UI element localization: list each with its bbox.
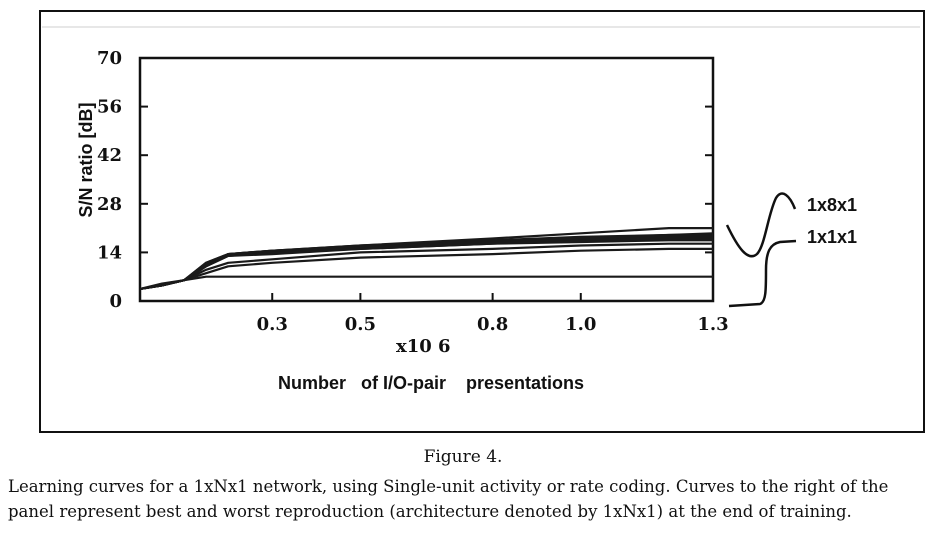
y-tick-label: 28 [97, 194, 122, 215]
figure-caption-title: Figure 4. [423, 447, 503, 467]
legend-label-1x1x1: 1x1x1 [807, 227, 857, 247]
series-line [139, 227, 713, 290]
x-axis-label: Number of I/O-pair presentations [278, 373, 584, 393]
y-tick-label: 70 [97, 48, 122, 69]
legend-step-curve-icon [728, 239, 797, 308]
x-tick-label: 0.3 [257, 314, 288, 335]
x-tick-label: 0.5 [345, 314, 376, 335]
x-axis-ticks: 0.3 0.5 0.8 1.0 1.3 [257, 293, 729, 335]
x-tick-label: 1.3 [697, 314, 728, 335]
y-axis-label: S/N ratio [dB] [76, 103, 96, 218]
y-axis-ticks: 0 14 28 42 56 70 [97, 48, 713, 312]
x-tick-label: 0.8 [477, 314, 508, 335]
x-tick-label: 1.0 [565, 314, 596, 335]
series-lines [139, 227, 714, 290]
figure-frame [39, 10, 925, 433]
y-tick-label: 56 [97, 97, 122, 118]
legend-sine-curve-icon [725, 192, 797, 258]
plot-area [138, 56, 715, 303]
figure-caption-body: Learning curves for a 1xNx1 network, usi… [8, 477, 889, 521]
y-tick-label: 0 [109, 291, 122, 312]
y-tick-label: 14 [97, 242, 122, 263]
x-axis-multiplier: x10 6 [396, 336, 451, 357]
series-line [139, 275, 713, 290]
legend-label-1x8x1: 1x8x1 [807, 195, 857, 215]
y-tick-label: 42 [97, 145, 122, 166]
